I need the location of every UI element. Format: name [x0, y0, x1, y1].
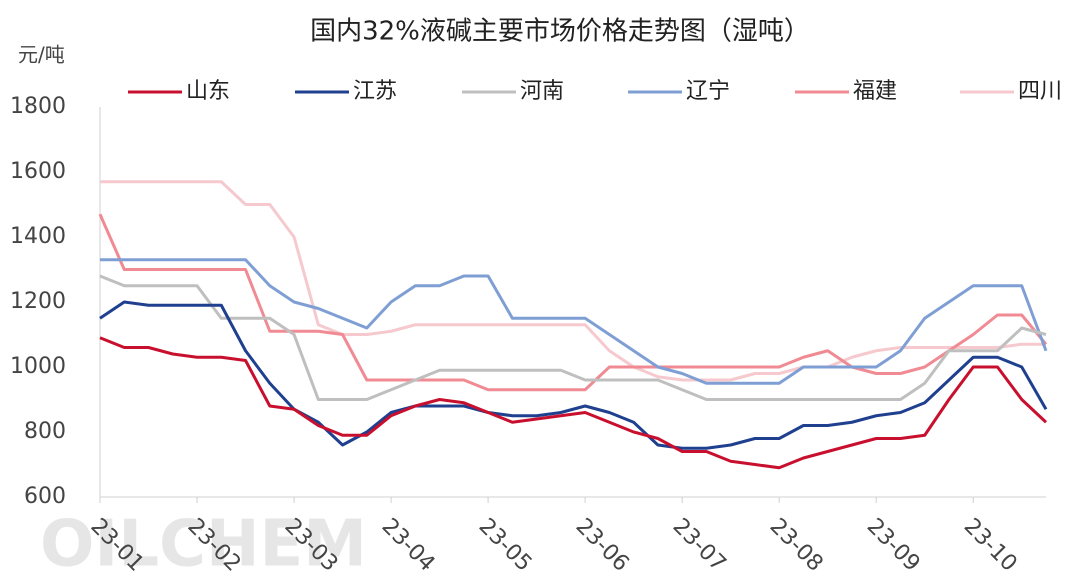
- legend-label: 四川: [1018, 79, 1062, 104]
- y-tick-label: 1000: [10, 354, 66, 379]
- x-tick-label: 23-08: [765, 514, 828, 577]
- series-line: [98, 213, 1048, 392]
- series-line: [99, 336, 1048, 470]
- series-line: [99, 274, 1047, 401]
- x-tick-label: 23-10: [959, 514, 1022, 577]
- x-tick-label: 23-06: [571, 514, 634, 577]
- chart-title: 国内32%液碱主要市场价格走势图（湿吨）: [310, 17, 810, 47]
- x-tick-label: 23-09: [862, 514, 925, 577]
- y-tick-label: 1400: [10, 224, 66, 249]
- y-axis-label: 元/吨: [18, 43, 65, 67]
- y-tick-label: 600: [24, 484, 66, 509]
- legend-label: 福建: [853, 79, 897, 104]
- series-line: [99, 300, 1048, 450]
- watermark: OILCHEM: [40, 508, 367, 582]
- legend-label: 河南: [520, 79, 564, 104]
- legend-label: 辽宁: [686, 79, 730, 104]
- series-line: [100, 258, 1048, 385]
- y-tick-label: 1200: [10, 289, 66, 314]
- legend-label: 山东: [186, 79, 230, 104]
- x-tick-label: 23-04: [377, 514, 440, 577]
- y-tick-label: 1600: [10, 159, 66, 184]
- y-tick-label: 800: [24, 419, 66, 444]
- series-line: [100, 180, 1046, 382]
- x-tick-label: 23-07: [668, 514, 731, 577]
- legend-label: 江苏: [353, 79, 397, 104]
- x-tick-label: 23-05: [474, 514, 537, 577]
- y-tick-label: 1800: [10, 94, 66, 119]
